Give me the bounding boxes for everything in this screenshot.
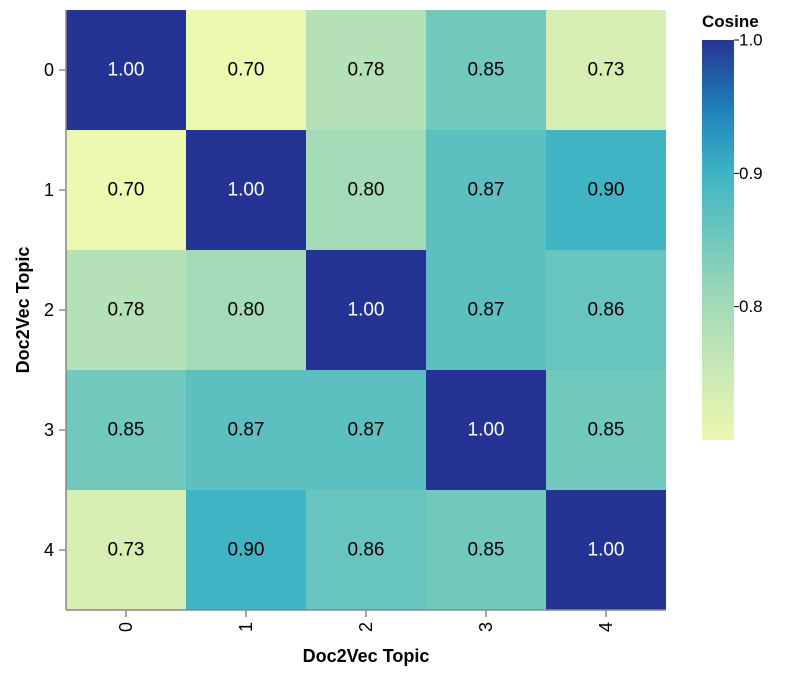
x-tick-label: 1 (236, 622, 256, 632)
y-tick-label: 4 (44, 540, 54, 560)
cell-value-label: 0.87 (468, 180, 505, 201)
heatmap-cell (66, 10, 186, 130)
heatmap-cell (426, 130, 546, 250)
legend-gradient-bar (702, 40, 734, 440)
heatmap-cell (306, 10, 426, 130)
cell-value-label: 1.00 (588, 540, 625, 561)
heatmap-cell (186, 490, 306, 610)
cell-value-label: 0.73 (588, 60, 625, 81)
color-legend: Cosine 1.0 0.9 0.8 (702, 12, 763, 440)
heatmap-cell (66, 490, 186, 610)
x-tick-label: 4 (596, 622, 616, 632)
ticks-layer: 0 1 2 3 4 0 1 2 3 4 (44, 60, 616, 632)
cell-value-label: 1.00 (108, 60, 145, 81)
heatmap-cell (306, 130, 426, 250)
cell-value-label: 0.86 (588, 300, 625, 321)
cell-value-label: 0.80 (228, 300, 265, 321)
cell-value-label: 0.87 (228, 420, 265, 441)
cell-value-label: 0.86 (348, 540, 385, 561)
cell-value-label: 0.85 (108, 420, 145, 441)
legend-tick-label: 0.9 (739, 164, 763, 183)
x-axis-title: Doc2Vec Topic (303, 646, 430, 666)
heatmap-cell (66, 130, 186, 250)
cell-value-label: 0.70 (108, 180, 145, 201)
heatmap-cell (306, 370, 426, 490)
heatmap-cell (546, 490, 666, 610)
heatmap-cell (546, 130, 666, 250)
heatmap-cell (186, 10, 306, 130)
cell-value-label: 0.90 (228, 540, 265, 561)
heatmap-cell (306, 490, 426, 610)
cell-value-label: 0.85 (468, 60, 505, 81)
cell-value-label: 1.00 (468, 420, 505, 441)
cell-value-label: 0.80 (348, 180, 385, 201)
y-tick-label: 2 (44, 300, 54, 320)
heatmap-cell (66, 250, 186, 370)
cell-value-label: 0.85 (588, 420, 625, 441)
y-tick-label: 1 (44, 180, 54, 200)
heatmap-cell (426, 490, 546, 610)
heatmap-cell (546, 370, 666, 490)
heatmap-cell (546, 10, 666, 130)
heatmap-cell (66, 370, 186, 490)
legend-title: Cosine (702, 12, 759, 31)
heatmap-cell (426, 250, 546, 370)
y-tick-label: 3 (44, 420, 54, 440)
legend-tick-label: 0.8 (739, 297, 763, 316)
legend-tick-label: 1.0 (739, 31, 763, 50)
y-axis-title: Doc2Vec Topic (13, 247, 33, 374)
cell-value-label: 0.87 (468, 300, 505, 321)
x-tick-label: 3 (476, 622, 496, 632)
legend-ticks: 1.0 0.9 0.8 (734, 31, 763, 316)
heatmap-cell (186, 130, 306, 250)
cell-value-label: 0.85 (468, 540, 505, 561)
cell-value-label: 0.73 (108, 540, 145, 561)
x-tick-label: 2 (356, 622, 376, 632)
cells-layer: 1.00 0.70 0.78 0.85 0.73 0.70 1.00 0.80 0.87 0.90… (66, 10, 666, 610)
y-tick-label: 0 (44, 60, 54, 80)
cell-value-label: 0.78 (348, 60, 385, 81)
heatmap-cell (186, 250, 306, 370)
heatmap-cell (426, 10, 546, 130)
x-tick-label: 0 (116, 622, 136, 632)
cell-value-label: 0.90 (588, 180, 625, 201)
cell-value-label: 0.87 (348, 420, 385, 441)
heatmap-cell (306, 250, 426, 370)
cell-value-label: 0.70 (228, 60, 265, 81)
heatmap-cell (426, 370, 546, 490)
cell-value-label: 0.78 (108, 300, 145, 321)
cell-value-label: 1.00 (228, 180, 265, 201)
cell-value-label: 1.00 (348, 300, 385, 321)
heatmap-cell (186, 370, 306, 490)
heatmap-cell (546, 250, 666, 370)
